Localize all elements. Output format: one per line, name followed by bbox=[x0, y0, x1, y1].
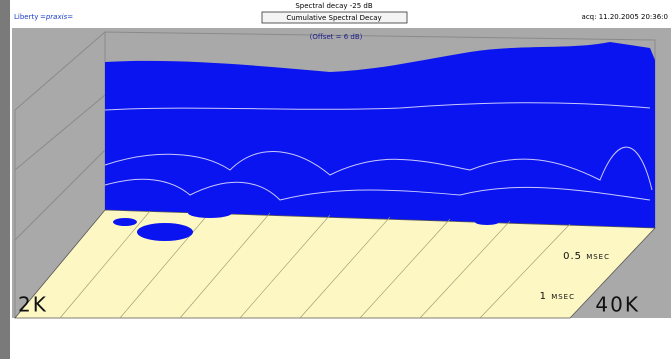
freq-end: 40K bbox=[595, 293, 640, 317]
floor-lines bbox=[59, 210, 571, 319]
acquired: acq: 11.20.2005 20:36:0 bbox=[582, 13, 668, 21]
freq-start: 2K bbox=[18, 293, 48, 317]
time-mid: 0.5 msec bbox=[563, 251, 610, 262]
decay-waterfall bbox=[105, 42, 655, 228]
brand: Liberty bbox=[14, 13, 38, 21]
floor-ridges bbox=[113, 208, 499, 241]
decay-slices bbox=[104, 102, 653, 201]
mode-button[interactable] bbox=[261, 11, 408, 24]
title: Spectral decay -25 dB bbox=[295, 2, 372, 10]
time-end: 1 msec bbox=[540, 291, 575, 302]
brand-sub: =praxis= bbox=[40, 13, 73, 21]
left-strip bbox=[0, 0, 10, 359]
offset-note: (Offset = 6 dB) bbox=[310, 33, 363, 41]
mode[interactable]: Cumulative Spectral Decay bbox=[286, 14, 381, 22]
